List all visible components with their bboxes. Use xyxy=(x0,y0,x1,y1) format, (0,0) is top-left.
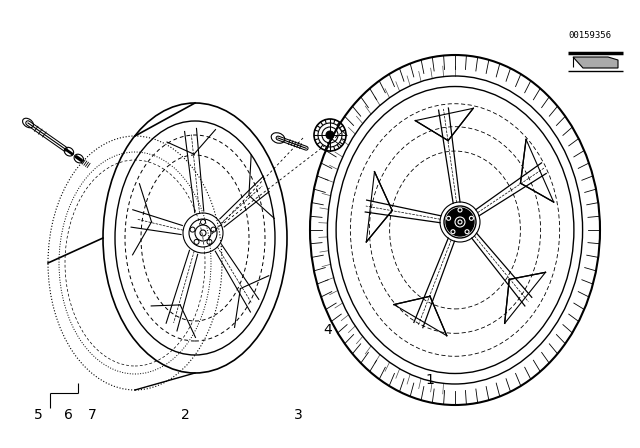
Text: 00159356: 00159356 xyxy=(568,30,611,39)
Text: 3: 3 xyxy=(294,408,302,422)
Ellipse shape xyxy=(446,208,474,236)
Text: 7: 7 xyxy=(88,408,97,422)
Text: 4: 4 xyxy=(324,323,332,337)
Ellipse shape xyxy=(326,131,334,139)
Text: 1: 1 xyxy=(426,373,435,387)
Polygon shape xyxy=(573,57,618,68)
Text: 5: 5 xyxy=(34,408,42,422)
Text: 2: 2 xyxy=(180,408,189,422)
Text: 6: 6 xyxy=(63,408,72,422)
